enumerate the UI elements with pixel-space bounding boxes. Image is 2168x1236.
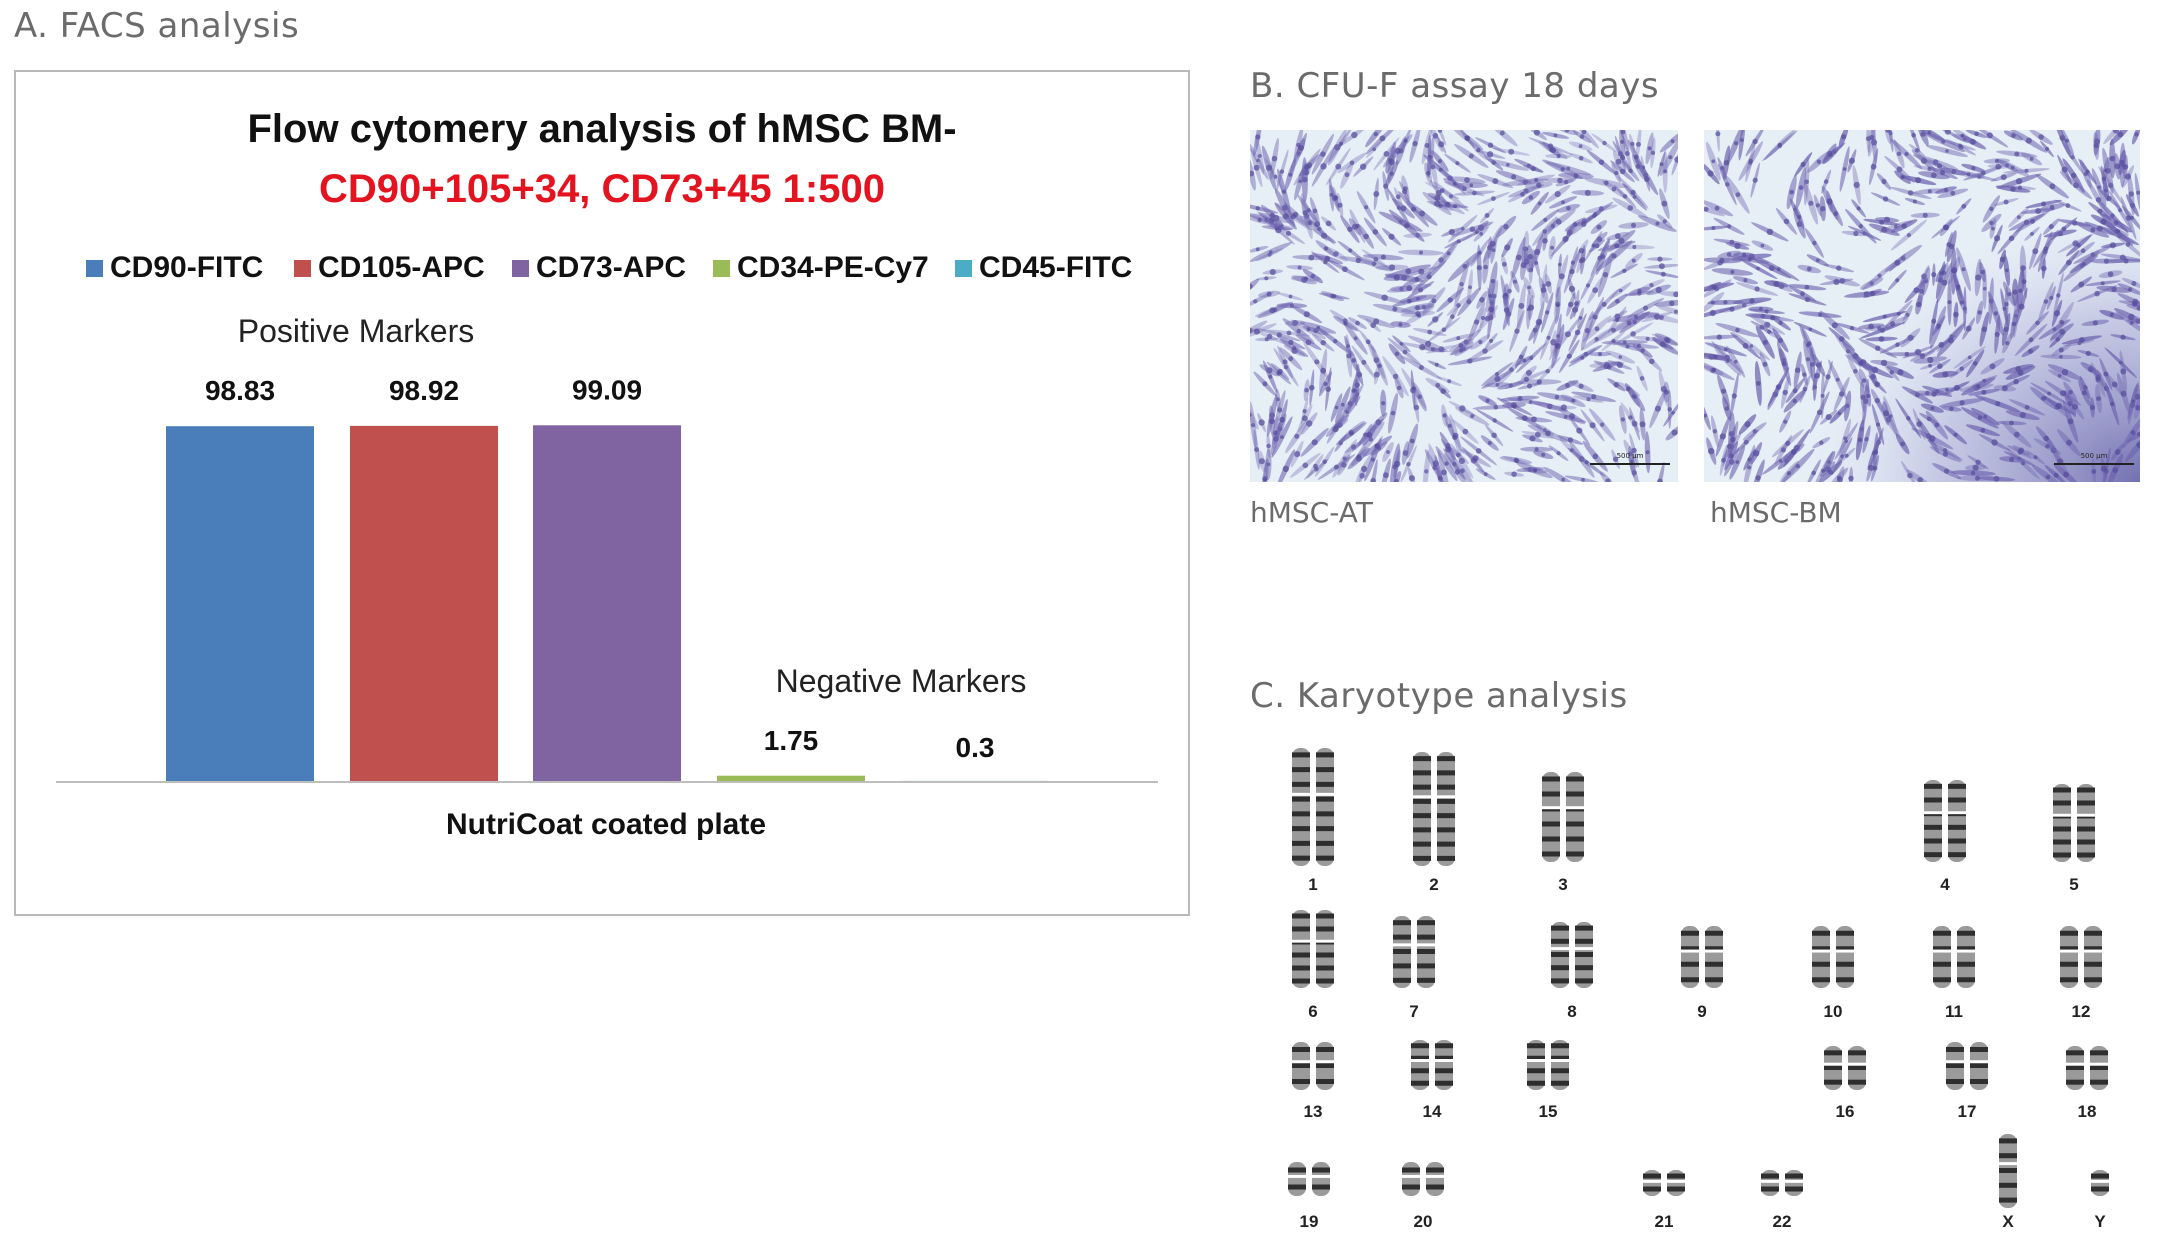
legend-swatch-cd73-apc: [512, 260, 529, 277]
chart-title-line2: CD90+105+34, CD73+45 1:500: [319, 167, 885, 211]
chromosome-label-3: 3: [1558, 875, 1568, 894]
value-label-cd45-fitc: 0.3: [956, 732, 995, 763]
group-label-positive: Positive Markers: [238, 313, 475, 349]
legend-swatch-cd34-pe-cy7: [713, 260, 730, 277]
chromosome-6: [1289, 910, 1337, 992]
legend-label-cd90-fitc: CD90-FITC: [110, 251, 263, 284]
legend-label-cd73-apc: CD73-APC: [536, 251, 686, 284]
group-label-negative: Negative Markers: [776, 663, 1027, 699]
micrograph-hmsc-bm: 500 μm: [1704, 130, 2140, 482]
chromosome-label-7: 7: [1409, 1002, 1419, 1021]
chromosome-label-6: 6: [1308, 1002, 1318, 1021]
chromosome-15: [1524, 1040, 1572, 1094]
chromosome-label-1: 1: [1308, 875, 1318, 894]
micrograph-hmsc-at: 500 μm: [1250, 130, 1678, 482]
chromosome-2: [1410, 752, 1458, 870]
chromosome-label-2: 2: [1429, 875, 1439, 894]
chromosome-label-14: 14: [1422, 1102, 1442, 1121]
chromosome-12: [2057, 926, 2105, 992]
chromosome-label-x: X: [2002, 1212, 2014, 1231]
chromosome-label-20: 20: [1413, 1212, 1433, 1231]
chromosome-18: [2063, 1046, 2111, 1094]
bar-cd90-fitc: [166, 426, 314, 782]
legend-label-cd34-pe-cy7: CD34-PE-Cy7: [737, 251, 929, 284]
chromosome-label-15: 15: [1538, 1102, 1558, 1121]
chromosome-label-11: 11: [1945, 1002, 1963, 1021]
value-label-cd73-apc: 99.09: [572, 374, 642, 405]
legend-label-cd45-fitc: CD45-FITC: [979, 251, 1132, 284]
chart-bars: 98.83 98.92 99.09 1.75 0.3: [166, 374, 1049, 782]
chromosome-x: [1997, 1134, 2019, 1212]
facs-chart-panel: Flow cytomery analysis of hMSC BM- CD90+…: [14, 70, 1190, 916]
chromosome-label-18: 18: [2077, 1102, 2097, 1121]
chromosome-11: [1930, 926, 1978, 992]
section-a-title: A. FACS analysis: [14, 6, 300, 46]
chromosome-1: [1289, 748, 1337, 870]
legend-swatch-cd45-fitc: [955, 260, 972, 277]
chromosome-10: [1809, 926, 1857, 992]
chromosome-label-8: 8: [1567, 1002, 1577, 1021]
chromosome-label-19: 19: [1299, 1212, 1319, 1231]
chromosome-13: [1289, 1042, 1337, 1094]
section-b-title: B. CFU-F assay 18 days: [1250, 66, 1660, 106]
chromosome-7: [1390, 916, 1438, 992]
chart-title-line1: Flow cytomery analysis of hMSC BM-: [247, 107, 956, 151]
legend-label-cd105-apc: CD105-APC: [318, 251, 485, 284]
scale-bar-label: 500 μm: [1617, 452, 1644, 460]
x-axis-label: NutriCoat coated plate: [446, 808, 766, 841]
value-label-cd34-pe-cy7: 1.75: [764, 725, 819, 756]
legend-swatch-cd105-apc: [294, 260, 311, 277]
bar-cd73-apc: [533, 425, 681, 782]
chromosome-label-22: 22: [1772, 1212, 1792, 1231]
chromosome-19: [1285, 1162, 1333, 1200]
chromosome-4: [1921, 780, 1969, 866]
chromosome-label-5: 5: [2069, 875, 2079, 894]
bar-cd105-apc: [350, 425, 498, 782]
chromosome-label-10: 10: [1823, 1002, 1843, 1021]
chromosome-17: [1943, 1042, 1991, 1094]
chromosome-16: [1821, 1046, 1869, 1094]
chromosome-label-17: 17: [1957, 1102, 1977, 1121]
value-label-cd90-fitc: 98.83: [205, 375, 275, 406]
caption-hmsc-bm: hMSC-BM: [1710, 496, 1842, 529]
value-label-cd105-apc: 98.92: [389, 375, 459, 406]
chromosome-label-13: 13: [1303, 1102, 1323, 1121]
chromosome-8: [1548, 922, 1596, 992]
chromosome-3: [1539, 772, 1587, 866]
chromosome-label-y: Y: [2094, 1212, 2106, 1231]
chromosome-20: [1399, 1162, 1447, 1200]
chromosome-label-16: 16: [1835, 1102, 1855, 1121]
legend-swatch-cd90-fitc: [86, 260, 103, 277]
chart-legend: CD90-FITC CD105-APC CD73-APC CD34-PE-Cy7 CD4…: [86, 251, 1132, 284]
scale-bar-label: 500 μm: [2081, 452, 2108, 460]
chromosome-9: [1678, 926, 1726, 992]
chromosome-label-9: 9: [1697, 1002, 1707, 1021]
chromosome-y: [2089, 1170, 2111, 1200]
chromosome-5: [2050, 784, 2098, 866]
chromosome-21: [1640, 1170, 1688, 1200]
chromosome-14: [1408, 1040, 1456, 1094]
chromosome-label-4: 4: [1940, 875, 1950, 894]
bar-cd34-pe-cy7: [717, 775, 865, 782]
chromosome-label-12: 12: [2071, 1002, 2091, 1021]
chromosome-label-21: 21: [1654, 1212, 1674, 1231]
facs-bar-chart: Flow cytomery analysis of hMSC BM- CD90+…: [56, 107, 1158, 841]
section-c-title: C. Karyotype analysis: [1250, 676, 1628, 716]
chromosome-22: [1758, 1170, 1806, 1200]
caption-hmsc-at: hMSC-AT: [1250, 496, 1373, 529]
